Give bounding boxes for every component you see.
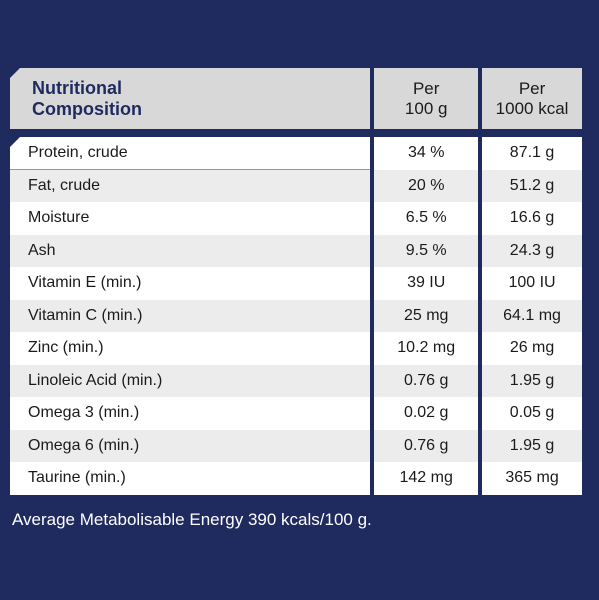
value-per-100g: 20 %: [373, 169, 479, 202]
nutrient-name: Omega 6 (min.): [10, 429, 371, 462]
table-header: Nutritional Composition Per 100 g Per 10…: [10, 68, 582, 129]
header-col3-line2: 1000 kcal: [495, 98, 569, 118]
value-per-1000kcal: 51.2 g: [481, 169, 582, 202]
nutrient-name: Linoleic Acid (min.): [10, 364, 371, 397]
value-per-1000kcal: 0.05 g: [481, 397, 582, 430]
nutrient-name: Zinc (min.): [10, 332, 371, 365]
nutrient-name: Moisture: [10, 202, 371, 235]
value-per-100g: 0.76 g: [373, 364, 479, 397]
header-title: Nutritional Composition: [10, 68, 371, 129]
value-per-100g: 34 %: [373, 137, 479, 170]
value-per-1000kcal: 16.6 g: [481, 202, 582, 235]
table-row: Ash 9.5 % 24.3 g: [10, 234, 582, 267]
table-row: Zinc (min.) 10.2 mg 26 mg: [10, 332, 582, 365]
nutrient-name: Omega 3 (min.): [10, 397, 371, 430]
value-per-100g: 0.76 g: [373, 429, 479, 462]
value-per-100g: 25 mg: [373, 299, 479, 332]
table-row: Taurine (min.) 142 mg 365 mg: [10, 462, 582, 495]
nutrient-name: Ash: [10, 234, 371, 267]
value-per-1000kcal: 1.95 g: [481, 429, 582, 462]
header-per-1000kcal: Per 1000 kcal: [481, 68, 582, 129]
value-per-1000kcal: 1.95 g: [481, 364, 582, 397]
energy-footnote: Average Metabolisable Energy 390 kcals/1…: [12, 510, 372, 529]
header-title-line1: Nutritional: [32, 77, 122, 98]
value-per-1000kcal: 87.1 g: [481, 137, 582, 170]
header-col3-line1: Per: [518, 78, 546, 98]
value-per-1000kcal: 365 mg: [481, 462, 582, 495]
value-per-1000kcal: 26 mg: [481, 332, 582, 365]
nutrient-name: Taurine (min.): [10, 462, 371, 495]
table-row: Linoleic Acid (min.) 0.76 g 1.95 g: [10, 364, 582, 397]
value-per-100g: 6.5 %: [373, 202, 479, 235]
value-per-100g: 39 IU: [373, 267, 479, 300]
table-row: Moisture 6.5 % 16.6 g: [10, 202, 582, 235]
table-row: Omega 3 (min.) 0.02 g 0.05 g: [10, 397, 582, 430]
header-title-line2: Composition: [32, 98, 142, 119]
table-row: Vitamin C (min.) 25 mg 64.1 mg: [10, 299, 582, 332]
value-per-100g: 142 mg: [373, 462, 479, 495]
nutrient-name: Protein, crude: [10, 137, 371, 170]
nutrient-name: Fat, crude: [10, 169, 371, 202]
value-per-1000kcal: 64.1 mg: [481, 299, 582, 332]
value-per-100g: 9.5 %: [373, 234, 479, 267]
header-col2-line2: 100 g: [404, 98, 448, 118]
value-per-100g: 10.2 mg: [373, 332, 479, 365]
nutrient-name: Vitamin C (min.): [10, 299, 371, 332]
header-per-100g: Per 100 g: [373, 68, 479, 129]
value-per-100g: 0.02 g: [373, 397, 479, 430]
table-body: Protein, crude 34 % 87.1 g Fat, crude 20…: [10, 137, 582, 495]
value-per-1000kcal: 24.3 g: [481, 234, 582, 267]
value-per-1000kcal: 100 IU: [481, 267, 582, 300]
table-row: Fat, crude 20 % 51.2 g: [10, 169, 582, 202]
nutrient-name: Vitamin E (min.): [10, 267, 371, 300]
table-row: Vitamin E (min.) 39 IU 100 IU: [10, 267, 582, 300]
table-row: Omega 6 (min.) 0.76 g 1.95 g: [10, 429, 582, 462]
header-col2-line1: Per: [412, 78, 440, 98]
table-row: Protein, crude 34 % 87.1 g: [10, 137, 582, 170]
nutrition-table: Nutritional Composition Per 100 g Per 10…: [10, 68, 582, 495]
